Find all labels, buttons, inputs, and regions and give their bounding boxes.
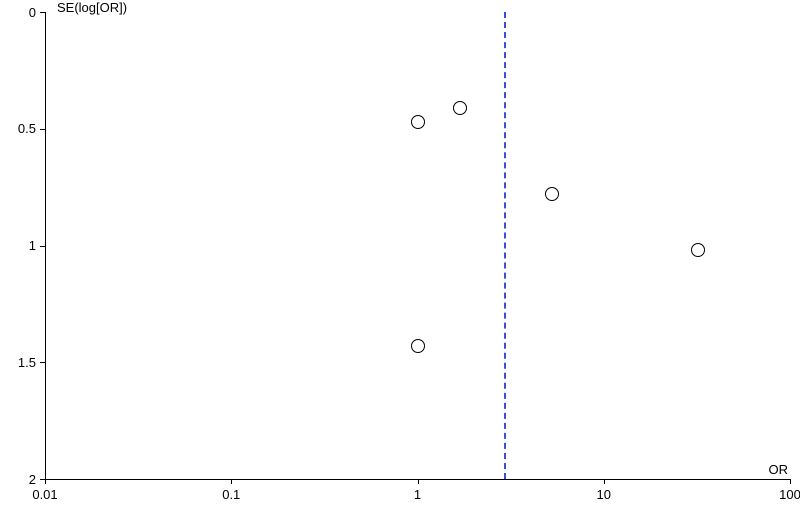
data-point [411,115,425,129]
data-point [453,101,467,115]
y-tick-label: 1.5 [0,355,36,370]
y-tick [40,246,45,247]
y-tick-label: 0 [0,5,36,20]
x-tick-label: 1 [414,487,421,502]
y-tick [40,12,45,13]
x-tick-label: 10 [597,487,611,502]
x-tick [418,479,419,484]
y-tick-label: 2 [0,472,36,487]
data-point [545,187,559,201]
data-point [411,339,425,353]
y-axis-line [45,12,46,479]
x-tick-label: 100 [779,487,800,502]
x-tick [604,479,605,484]
y-axis-title: SE(log[OR]) [57,0,127,15]
x-tick-label: 0.01 [32,487,57,502]
x-tick [231,479,232,484]
y-tick-label: 1 [0,238,36,253]
x-tick [790,479,791,484]
x-tick-label: 0.1 [222,487,240,502]
reference-line [504,12,506,479]
x-axis-title: OR [769,462,789,477]
y-tick [40,479,45,480]
funnel-plot: 0.01 0.1 1 10 100 0 0.5 1 1.5 2 SE(log[OR]) OR [0,0,800,515]
data-point [691,243,705,257]
y-tick-label: 0.5 [0,121,36,136]
y-tick [40,129,45,130]
x-tick [45,479,46,484]
y-tick [40,362,45,363]
